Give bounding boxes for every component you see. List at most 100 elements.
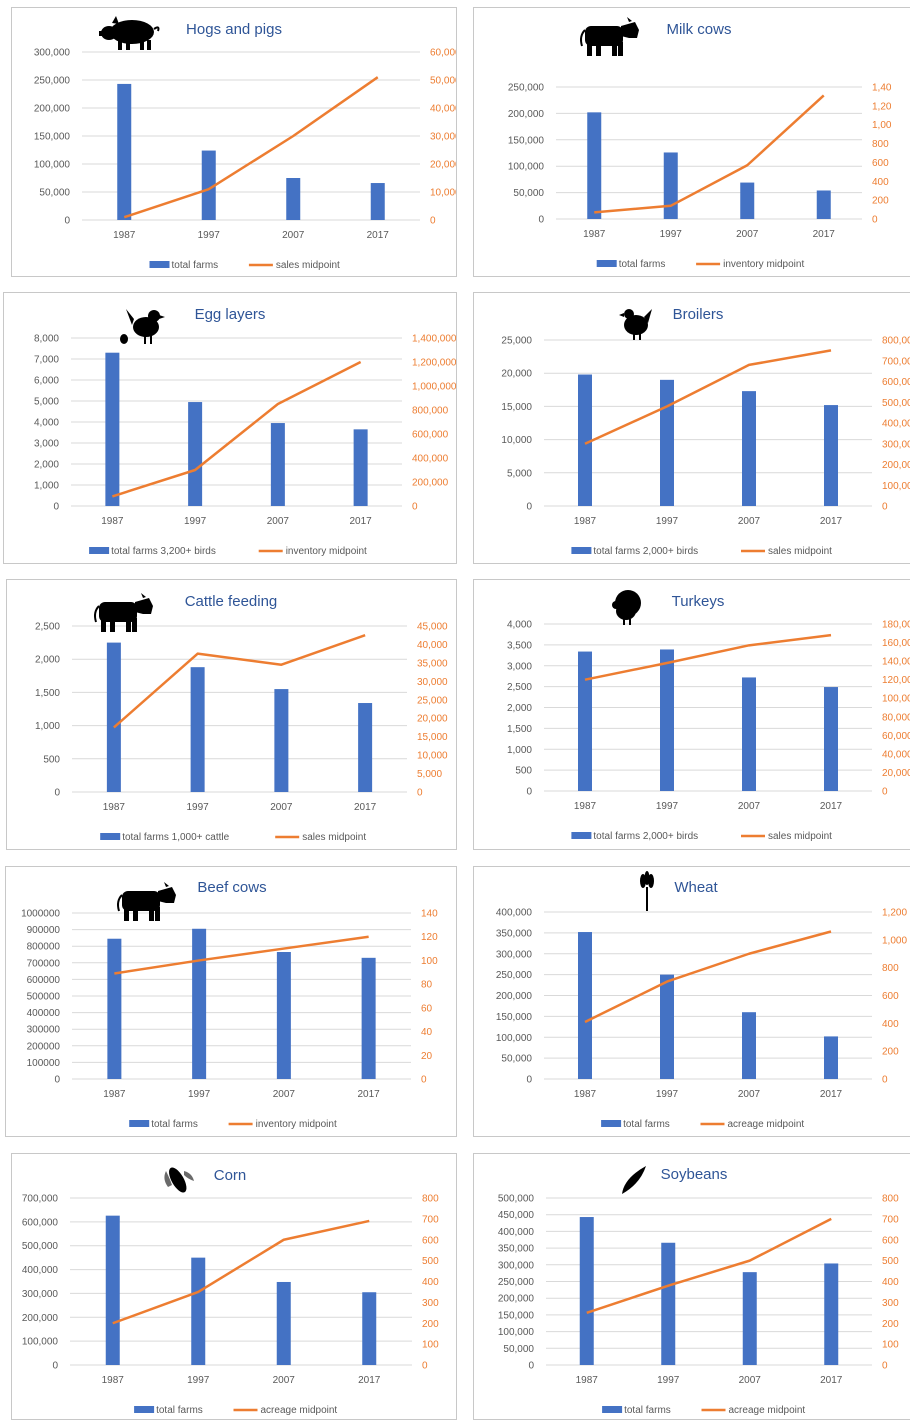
- left-axis-tick-label: 700,000: [22, 1194, 59, 1205]
- left-axis-tick-label: 20,000: [501, 369, 532, 380]
- right-axis-tick-label: 5,000: [417, 769, 442, 780]
- right-axis-tick-label: 20,000: [430, 160, 456, 171]
- gridlines: [82, 51, 420, 221]
- right-axis-tick-label: 100: [882, 1340, 899, 1351]
- left-axis-tick-label: 5,000: [507, 468, 532, 479]
- bar-total-farms-2017: [824, 405, 838, 506]
- bar-total-farms-1987: [578, 932, 592, 1079]
- left-axis-tick-label: 8,000: [34, 334, 59, 345]
- gridlines: [71, 337, 402, 507]
- left-axis-tick-label: 2,500: [507, 682, 532, 693]
- right-axis-tick-label: 800: [872, 139, 889, 150]
- legend: total farms acreage midpoint: [134, 1405, 337, 1416]
- left-axis-tick-label: 7,000: [34, 355, 59, 366]
- legend-bar-swatch: [129, 1120, 150, 1127]
- right-axis-tick-label: 60,000: [882, 731, 910, 742]
- chart-panel-soybeans: 0 50,000 100,000 150,000 200,000 250,000 300,0…: [473, 1153, 910, 1420]
- right-axis-tick-label: 160,00: [882, 638, 910, 649]
- legend-label-bars: total farms: [172, 260, 219, 271]
- line-series-sales-midpoint: [584, 633, 832, 681]
- right-axis-tick-label: 600: [882, 991, 899, 1002]
- x-axis-tick-label: 2007: [738, 801, 761, 812]
- bar-total-farms-2007: [742, 1012, 756, 1079]
- left-axis-tick-label: 150,000: [34, 132, 71, 143]
- bar-total-farms-1997: [661, 1242, 676, 1365]
- hen-with-egg-icon: [120, 309, 165, 344]
- legend: total farms acreage midpoint: [601, 1119, 804, 1130]
- legend-label-line: sales midpoint: [276, 260, 340, 271]
- bar-total-farms-2017: [824, 1036, 838, 1079]
- bar-total-farms-2007: [274, 689, 289, 792]
- bar-total-farms-1987: [107, 938, 122, 1079]
- left-axis-tick-label: 2,000: [507, 703, 532, 714]
- left-axis-tick-label: 100,000: [22, 1337, 59, 1348]
- left-axis-tick-label: 0: [538, 215, 544, 226]
- legend-bar-swatch: [89, 547, 110, 554]
- right-axis-tick-label: 50,000: [430, 76, 456, 87]
- legend-label-line: inventory midpoint: [723, 259, 804, 270]
- right-axis-tick-label: 500: [422, 1256, 439, 1267]
- right-axis-tick-label: 1,200,000: [412, 358, 456, 369]
- left-axis-tick-label: 900000: [27, 925, 61, 936]
- left-axis-tick-label: 250,000: [496, 970, 533, 981]
- legend-label-line: sales midpoint: [768, 831, 832, 842]
- right-axis-tick-label: 140: [421, 909, 438, 920]
- right-axis-tick-label: 0: [417, 788, 423, 799]
- right-axis-tick-label: 80,000: [882, 712, 910, 723]
- corn-icon: [164, 1167, 194, 1193]
- left-axis-tick-label: 800000: [27, 942, 61, 953]
- legend-label-bars: total farms: [151, 1119, 198, 1130]
- right-axis-tick-label: 10,000: [417, 751, 448, 762]
- bar-total-farms-1987: [579, 1217, 594, 1365]
- right-axis-tick-label: 800,000: [412, 406, 449, 417]
- x-axis-tick-label: 2007: [273, 1089, 296, 1100]
- chart-title: Broilers: [673, 306, 724, 323]
- x-axis-tick-label: 1997: [660, 229, 683, 240]
- legend-label-line: sales midpoint: [302, 832, 366, 843]
- legend-label-bars: total farms: [156, 1405, 203, 1416]
- chart-title: Hogs and pigs: [186, 21, 282, 38]
- right-axis-tick-label: 400: [882, 1019, 899, 1030]
- chart-panel-wheat: 0 50,000 100,000 150,000 200,000 250,000 300,0…: [473, 866, 910, 1137]
- x-axis-tick-label: 2007: [282, 230, 305, 241]
- bar-total-farms-2007: [270, 423, 285, 506]
- bar-total-farms-1987: [587, 112, 602, 219]
- right-axis-tick-label: 100: [421, 956, 438, 967]
- left-axis-tick-label: 250,000: [498, 1277, 535, 1288]
- right-axis-tick-label: 120,00: [882, 675, 910, 686]
- left-axis-tick-label: 100,000: [34, 160, 71, 171]
- chart-title: Soybeans: [661, 1166, 728, 1183]
- left-axis-tick-label: 6,000: [34, 376, 59, 387]
- right-axis-tick-label: 200: [872, 196, 889, 207]
- right-axis-tick-label: 400: [422, 1277, 439, 1288]
- legend-bar-swatch: [571, 547, 592, 554]
- right-axis-tick-label: 1,200: [882, 908, 907, 919]
- right-axis-tick-label: 0: [882, 1075, 888, 1086]
- left-axis-tick-label: 3,000: [507, 661, 532, 672]
- legend-label-line: sales midpoint: [768, 546, 832, 557]
- x-axis-tick-label: 1987: [103, 802, 126, 813]
- left-axis-tick-label: 400,000: [22, 1265, 59, 1276]
- left-axis-tick-label: 4,000: [34, 418, 59, 429]
- left-axis-tick-label: 300000: [27, 1025, 61, 1036]
- bar-total-farms-2017: [361, 957, 376, 1079]
- right-axis-tick-label: 40: [421, 1027, 433, 1038]
- x-axis-tick-label: 2007: [739, 1375, 762, 1386]
- bar-total-farms-2017: [370, 183, 385, 220]
- gridlines: [544, 623, 872, 792]
- chart-svg: 0 5,000 10,000 15,000 20,000 25,000 0 100,00 200…: [501, 306, 910, 557]
- right-axis-tick-label: 300: [882, 1298, 899, 1309]
- legend-bar-swatch: [100, 833, 121, 840]
- left-axis-tick-label: 100,000: [498, 1327, 535, 1338]
- right-axis-tick-label: 0: [430, 216, 436, 227]
- left-axis-tick-label: 450,000: [498, 1210, 535, 1221]
- x-axis-tick-label: 1997: [656, 801, 679, 812]
- bar-total-farms-1997: [192, 928, 207, 1079]
- chart-title: Beef cows: [197, 879, 266, 896]
- right-axis-tick-label: 800: [882, 1194, 899, 1205]
- left-axis-tick-label: 400000: [27, 1008, 61, 1019]
- bar-total-farms-1997: [660, 649, 674, 791]
- right-axis-tick-label: 10,000: [430, 188, 456, 199]
- right-axis-tick-label: 800: [882, 963, 899, 974]
- x-axis-tick-label: 2017: [820, 1089, 843, 1100]
